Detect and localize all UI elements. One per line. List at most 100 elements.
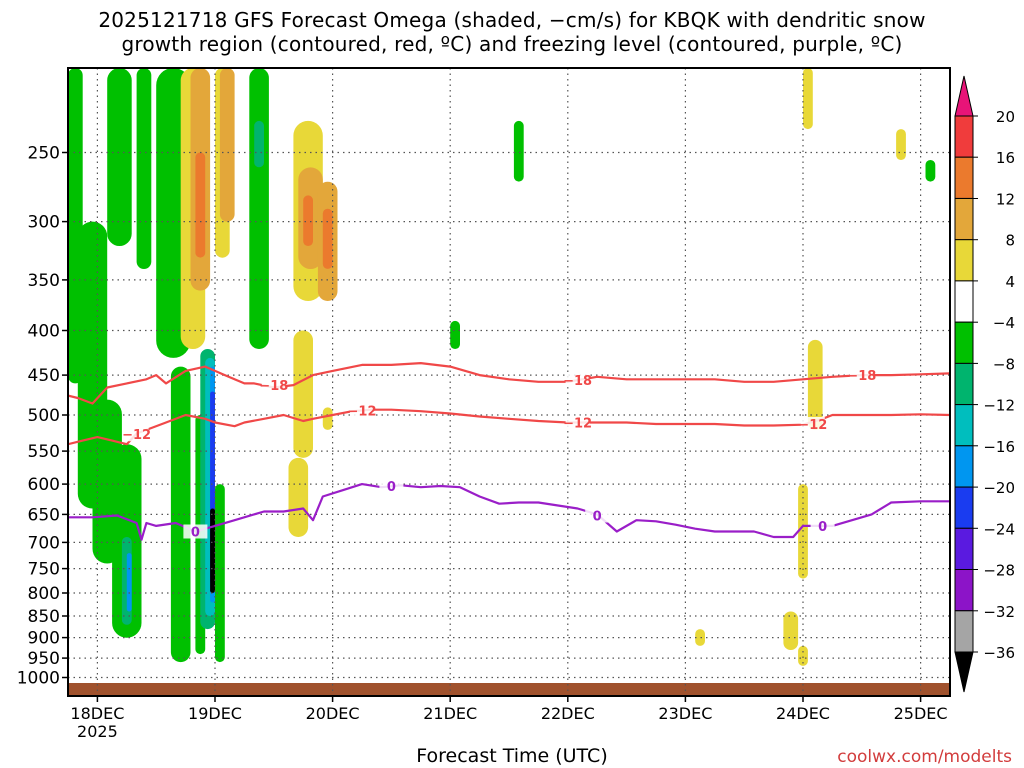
- x-tick-label: 18DEC: [70, 704, 124, 723]
- y-tick-label: 250: [28, 144, 60, 164]
- colorbar-label: −4: [993, 314, 1015, 332]
- omega-region: [126, 553, 132, 612]
- omega-region: [807, 339, 823, 430]
- title-line-2: growth region (contoured, red, ºC) and f…: [121, 32, 903, 56]
- ground-strip: [68, 683, 950, 696]
- contour-label-bg: [810, 518, 835, 533]
- contour-label-bg: [565, 415, 590, 430]
- colorbar-label: −8: [993, 355, 1015, 373]
- y-tick-label: 350: [28, 271, 60, 291]
- y-tick-label: 500: [28, 406, 60, 426]
- contour-label-bg: [261, 378, 286, 393]
- colorbar-label: 4: [1005, 273, 1015, 291]
- omega-region: [322, 208, 333, 269]
- x-tick-label: 24DEC: [776, 704, 830, 723]
- colorbar-bottom-arrow: [954, 651, 974, 693]
- contour-label-bg: [350, 403, 374, 418]
- y-tick-label: 550: [28, 442, 60, 462]
- colorbar-segment: [954, 445, 974, 488]
- colorbar: 20 16 12 8 4 −4 −8 −12 −16 −20 −24 −28 −32 −36: [954, 75, 1015, 693]
- credit-link[interactable]: coolwx.com/modelts: [837, 747, 1012, 767]
- omega-region: [219, 68, 235, 222]
- contour-label: −12: [798, 418, 827, 433]
- colorbar-segment: [954, 404, 974, 447]
- omega-region: [195, 152, 206, 258]
- contour-label: 0: [387, 480, 396, 495]
- colorbar-segment: [954, 362, 974, 406]
- omega-region: [293, 330, 313, 458]
- omega-region: [210, 508, 215, 593]
- colorbar-top-arrow: [954, 75, 974, 117]
- colorbar-label: −32: [983, 603, 1015, 621]
- y-tick-label: 300: [28, 213, 60, 233]
- contour-label: −18: [563, 374, 592, 389]
- y-axis: 2503003504004505005506006507007508008509…: [17, 144, 68, 689]
- omega-region: [107, 68, 132, 246]
- omega-region: [322, 407, 333, 430]
- contour-label-bg: [124, 427, 149, 442]
- y-tick-label: 700: [28, 533, 60, 553]
- x-tick-label: 19DEC: [188, 704, 242, 723]
- omega-shading: [68, 68, 936, 666]
- x-tick-label: 25DEC: [894, 704, 948, 723]
- chart-title: 2025121718 GFS Forecast Omega (shaded, −…: [0, 8, 1024, 56]
- y-tick-label: 650: [28, 505, 60, 525]
- colorbar-label: −20: [983, 479, 1015, 497]
- colorbar-label: −16: [983, 438, 1015, 456]
- x-tick-label: 22DEC: [541, 704, 595, 723]
- colorbar-label: 16: [996, 149, 1015, 167]
- colorbar-label: −24: [983, 520, 1015, 538]
- omega-region: [925, 160, 936, 182]
- omega-region: [695, 629, 705, 646]
- x-axis-label: Forecast Time (UTC): [416, 745, 608, 767]
- y-tick-label: 450: [28, 366, 60, 386]
- omega-region: [513, 120, 524, 182]
- colorbar-segment: [954, 527, 974, 570]
- contour-label-bg: [585, 508, 610, 523]
- title-line-1: 2025121718 GFS Forecast Omega (shaded, −…: [98, 8, 926, 32]
- colorbar-segment: [954, 115, 974, 158]
- omega-region: [803, 68, 813, 130]
- omega-region: [288, 457, 309, 537]
- contour-label: −12: [563, 417, 592, 432]
- colorbar-segment: [954, 569, 974, 612]
- contour-label: −18: [259, 379, 288, 394]
- y-tick-label: 950: [28, 649, 60, 669]
- omega-region: [896, 129, 906, 160]
- colorbar-segment: [954, 198, 974, 241]
- plot-frame: [67, 67, 951, 697]
- omega-region: [170, 366, 191, 663]
- contour-label: −12: [348, 404, 377, 419]
- colorbar-label: −36: [983, 644, 1015, 662]
- x-tick-sublabel: 2025: [77, 722, 118, 741]
- contour-label-bg: [183, 524, 208, 539]
- contour-label: −18: [847, 369, 876, 384]
- colorbar-segment: [954, 239, 974, 282]
- contour-line: [68, 408, 950, 446]
- x-tick-label: 20DEC: [306, 704, 360, 723]
- y-tick-label: 400: [28, 322, 60, 342]
- ground-layer: [68, 683, 950, 696]
- colorbar-label: 8: [1005, 232, 1015, 250]
- contour-label: 0: [818, 520, 827, 535]
- contour-label-bg: [800, 417, 825, 431]
- colorbar-label: 12: [996, 191, 1015, 209]
- contour-label-bg: [565, 373, 590, 388]
- y-tick-label: 850: [28, 607, 60, 627]
- contour-line: [68, 362, 950, 405]
- y-tick-label: 750: [28, 560, 60, 580]
- omega-region: [136, 68, 152, 269]
- x-tick-label: 23DEC: [658, 704, 712, 723]
- colorbar-label: −28: [983, 562, 1015, 580]
- colorbar-segment: [954, 486, 974, 529]
- omega-region: [783, 611, 799, 650]
- contour-label: 0: [593, 510, 602, 525]
- colorbar-label: 20: [996, 108, 1015, 126]
- omega-region: [249, 68, 269, 349]
- omega-region: [254, 120, 264, 168]
- y-tick-label: 600: [28, 475, 60, 495]
- omega-region: [215, 484, 225, 663]
- contour-label: 0: [191, 526, 200, 541]
